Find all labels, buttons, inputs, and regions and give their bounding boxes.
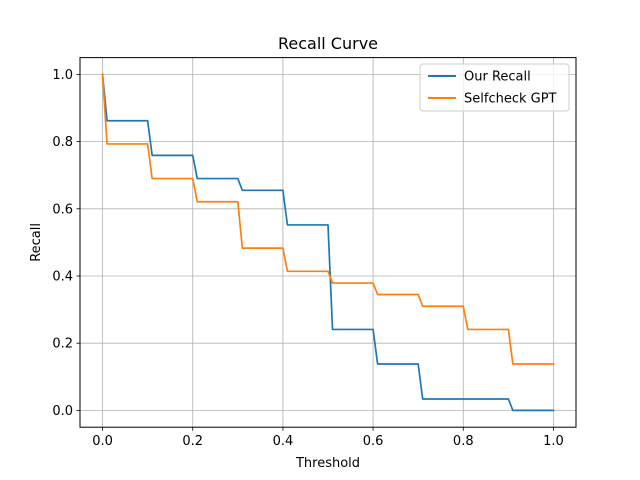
plot-frame: [79, 57, 577, 428]
y-tick-label-0-6: 0.6: [52, 202, 73, 217]
x-tick-label-0-0: 0.0: [92, 434, 113, 449]
x-tick-label-1-0: 1.0: [543, 434, 564, 449]
y-axis-title: Recall: [29, 223, 44, 262]
y-tick-label-0-0: 0.0: [52, 404, 73, 419]
x-axis-title: Threshold: [295, 456, 360, 471]
chart-title: Recall Curve: [278, 34, 378, 53]
x-tick-label-0-8: 0.8: [453, 434, 474, 449]
y-tick-label-0-4: 0.4: [52, 270, 73, 285]
legend-label-selfcheck-gpt: Selfcheck GPT: [464, 92, 557, 107]
series-line-selfcheck-gpt: [101, 73, 555, 365]
series-lines: [101, 73, 555, 412]
x-tick-label-0-2: 0.2: [182, 434, 203, 449]
axis-ticks: 0.0 0.2 0.4 0.6 0.8 1.0 0.0 0.2 0.4 0.6 0.8 1.0: [52, 68, 563, 449]
series-line-our-recall: [101, 73, 555, 412]
y-tick-label-0-8: 0.8: [52, 135, 73, 150]
legend: Our Recall Selfcheck GPT: [419, 63, 570, 112]
y-tick-label-0-2: 0.2: [52, 337, 73, 352]
grid-lines: [80, 57, 576, 428]
legend-label-our-recall: Our Recall: [464, 70, 531, 85]
x-tick-label-0-4: 0.4: [273, 434, 294, 449]
legend-box: [419, 63, 570, 112]
y-tick-label-1-0: 1.0: [52, 68, 73, 83]
x-tick-label-0-6: 0.6: [363, 434, 384, 449]
